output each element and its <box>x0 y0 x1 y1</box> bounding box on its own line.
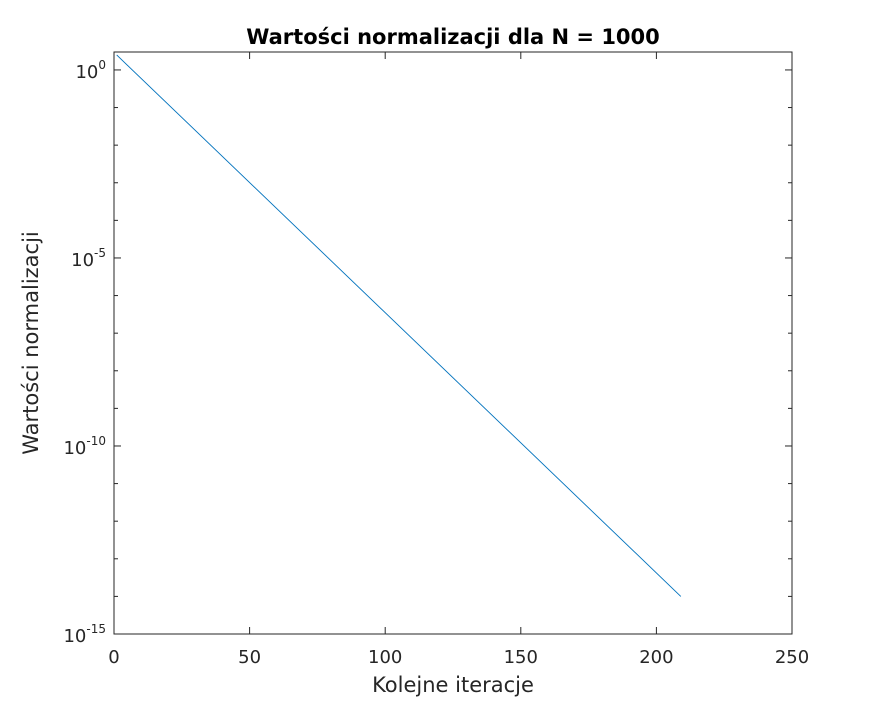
y-tick-label: 10-10 <box>63 434 106 459</box>
y-tick-label: 100 <box>75 58 106 83</box>
x-tick-label: 100 <box>368 647 402 668</box>
x-tick-label: 200 <box>639 647 673 668</box>
x-tick-label: 250 <box>775 647 809 668</box>
x-tick-label: 150 <box>504 647 538 668</box>
series-line <box>116 54 682 597</box>
plot-area: 0 50 100 150 200 250 10-15 10-10 10-5 100 <box>63 51 809 668</box>
y-axis-label: Wartości normalizacji <box>19 231 43 455</box>
y-tick-label: 10-15 <box>63 622 106 647</box>
y-tick-label: 10-5 <box>71 246 106 271</box>
x-tick-label: 0 <box>108 647 119 668</box>
x-tick-label: 50 <box>238 647 261 668</box>
x-axis-label: Kolejne iteracje <box>372 673 534 697</box>
axes-box <box>113 51 793 635</box>
chart-title: Wartości normalizacji dla N = 1000 <box>246 25 660 49</box>
